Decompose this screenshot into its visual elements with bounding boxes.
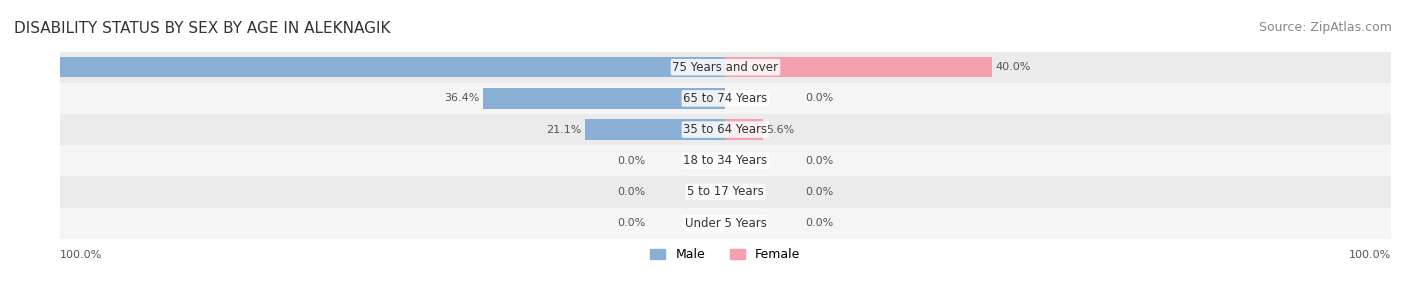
Bar	[60, 52, 1391, 83]
Text: 0.0%: 0.0%	[617, 187, 645, 197]
Bar	[60, 207, 1391, 239]
Bar	[60, 145, 1391, 176]
Text: 0.0%: 0.0%	[806, 187, 834, 197]
Text: 0.0%: 0.0%	[806, 156, 834, 166]
Bar	[725, 57, 991, 77]
Text: 5 to 17 Years: 5 to 17 Years	[688, 185, 763, 199]
Bar	[60, 114, 1391, 145]
Text: 75 Years and over: 75 Years and over	[672, 61, 779, 74]
Bar	[725, 120, 763, 140]
Text: Under 5 Years: Under 5 Years	[685, 217, 766, 230]
Text: 0.0%: 0.0%	[617, 156, 645, 166]
Text: 0.0%: 0.0%	[806, 93, 834, 103]
Text: 0.0%: 0.0%	[617, 218, 645, 228]
Bar	[60, 57, 725, 77]
Bar	[585, 120, 725, 140]
Text: 36.4%: 36.4%	[444, 93, 479, 103]
Text: 100.0%: 100.0%	[60, 250, 103, 260]
Text: 100.0%: 100.0%	[14, 62, 56, 72]
Bar	[60, 83, 1391, 114]
Text: 65 to 74 Years: 65 to 74 Years	[683, 92, 768, 105]
Text: DISABILITY STATUS BY SEX BY AGE IN ALEKNAGIK: DISABILITY STATUS BY SEX BY AGE IN ALEKN…	[14, 21, 391, 36]
Text: Source: ZipAtlas.com: Source: ZipAtlas.com	[1258, 21, 1392, 34]
Text: 18 to 34 Years: 18 to 34 Years	[683, 154, 768, 167]
Text: 0.0%: 0.0%	[806, 218, 834, 228]
Text: 40.0%: 40.0%	[995, 62, 1031, 72]
Legend: Male, Female: Male, Female	[645, 243, 806, 266]
Text: 21.1%: 21.1%	[547, 124, 582, 135]
Bar	[484, 88, 725, 109]
Bar	[60, 176, 1391, 207]
Text: 35 to 64 Years: 35 to 64 Years	[683, 123, 768, 136]
Text: 5.6%: 5.6%	[766, 124, 794, 135]
Text: 100.0%: 100.0%	[1348, 250, 1391, 260]
